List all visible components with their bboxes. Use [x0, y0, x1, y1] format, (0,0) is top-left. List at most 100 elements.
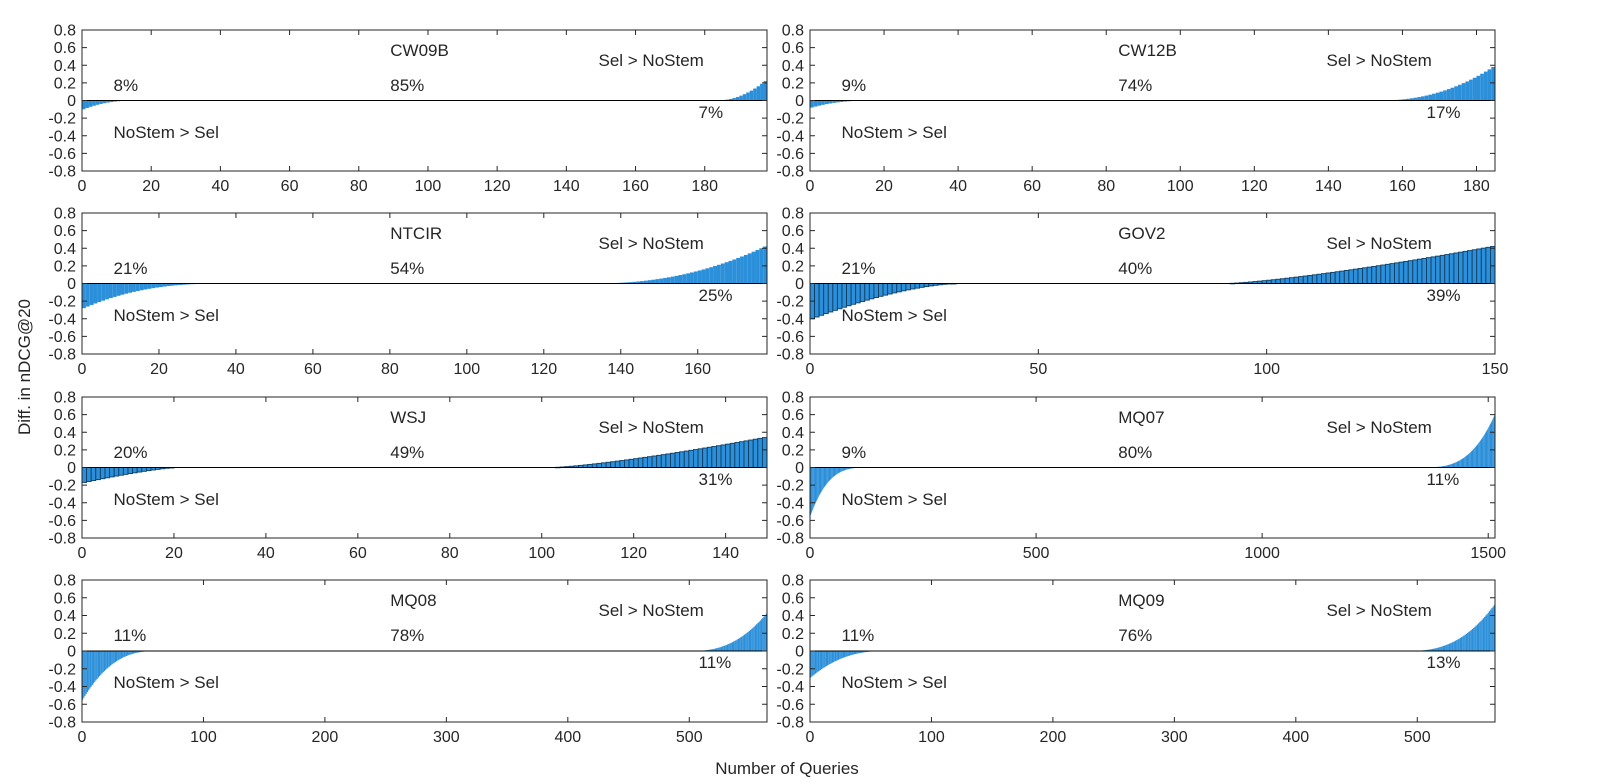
bar	[841, 651, 843, 659]
bar	[812, 651, 814, 676]
bar	[1473, 627, 1475, 651]
bar	[836, 467, 838, 475]
bar	[1435, 648, 1437, 651]
bar	[827, 283, 834, 313]
bar	[849, 467, 850, 469]
annotation-pos: Sel > NoStem	[1326, 418, 1431, 437]
bar	[182, 283, 186, 285]
y-tick-label: -0.4	[48, 311, 76, 328]
bar	[1434, 648, 1436, 651]
y-tick-label: -0.2	[776, 478, 804, 495]
bar	[730, 642, 732, 651]
bar	[128, 283, 133, 293]
bar	[823, 651, 825, 668]
bar	[1307, 274, 1313, 284]
bar	[831, 467, 832, 479]
bar	[1298, 276, 1304, 284]
panel-mq07: 0.80.60.40.20-0.2-0.4-0.6-0.80 500 1000 150…	[776, 390, 1506, 563]
bar	[840, 651, 842, 659]
panel-mq08: 0.80.60.40.20-0.2-0.4-0.6-0.80 100 200 300 4…	[48, 573, 768, 746]
bar	[836, 467, 837, 475]
bar	[1486, 430, 1488, 468]
bar	[707, 649, 709, 651]
panel-title: CW12B	[1118, 41, 1177, 60]
y-tick-label: -0.2	[48, 661, 76, 678]
bar	[756, 86, 761, 101]
bar	[94, 651, 96, 682]
x-tick-label: 400	[554, 729, 581, 746]
bar	[1459, 460, 1460, 468]
bar	[847, 651, 849, 657]
bar	[817, 651, 819, 672]
bar	[1462, 458, 1464, 468]
bar	[659, 278, 664, 284]
bar	[99, 651, 101, 677]
bar	[1483, 436, 1484, 468]
bar	[109, 100, 114, 103]
y-tick-label: -0.4	[776, 128, 804, 145]
bar	[1449, 464, 1450, 468]
y-tick-label: -0.8	[48, 347, 76, 364]
annotation-tie-pct: 54%	[390, 259, 424, 278]
bar	[1489, 246, 1496, 284]
bar	[1447, 465, 1449, 468]
bar	[1479, 622, 1481, 651]
bar	[1485, 615, 1487, 651]
bar	[832, 467, 833, 478]
bar	[752, 627, 754, 651]
bar	[1477, 444, 1478, 468]
bar	[109, 651, 112, 666]
x-tick-label: 180	[1463, 178, 1490, 195]
bar	[1470, 629, 1472, 651]
y-tick-label: -0.6	[776, 146, 804, 163]
bar	[1491, 67, 1495, 101]
bar	[1469, 630, 1471, 651]
bar	[814, 467, 815, 506]
bar	[759, 248, 764, 284]
x-tick-label: 100	[1253, 361, 1280, 378]
bar	[1416, 258, 1423, 284]
y-tick-label: -0.2	[48, 478, 76, 495]
y-tick-label: -0.6	[48, 329, 76, 346]
bar	[1456, 461, 1458, 468]
bar	[1443, 466, 1444, 468]
bar	[726, 644, 729, 651]
bar	[750, 629, 752, 651]
bar	[1486, 430, 1488, 468]
bar	[847, 467, 848, 470]
bar	[1480, 247, 1487, 284]
annotation-neg: NoStem > Sel	[842, 306, 947, 325]
bar	[124, 283, 129, 294]
bar	[747, 631, 749, 651]
annotation-tie-pct: 78%	[390, 626, 424, 645]
y-tick-label: -0.6	[48, 697, 76, 714]
x-tick-label: 80	[381, 361, 399, 378]
bar	[830, 651, 832, 664]
annotation-neg-pct: 9%	[842, 443, 867, 462]
bar	[1475, 625, 1477, 651]
bar	[740, 256, 744, 284]
bar	[1457, 461, 1459, 468]
x-tick-label: 60	[304, 361, 322, 378]
bar	[147, 283, 152, 289]
bar	[1490, 422, 1492, 468]
x-tick-label: 40	[949, 178, 967, 195]
bar	[647, 456, 653, 468]
bar	[660, 454, 667, 468]
x-tick-label: 400	[1282, 729, 1309, 746]
y-tick-label: -0.4	[48, 128, 76, 145]
x-tick-label: 60	[349, 545, 367, 562]
bar	[106, 100, 110, 103]
bar	[841, 467, 842, 472]
bar	[1474, 626, 1476, 651]
bar	[760, 619, 763, 651]
x-tick-label: 100	[918, 729, 945, 746]
bar	[1467, 454, 1469, 468]
bar	[85, 651, 87, 694]
bar	[1476, 248, 1482, 284]
bar	[1457, 84, 1462, 101]
bar	[846, 467, 848, 470]
y-tick-label: -0.2	[776, 294, 804, 311]
bar	[1311, 274, 1318, 284]
annotation-pos: Sel > NoStem	[1326, 51, 1431, 70]
